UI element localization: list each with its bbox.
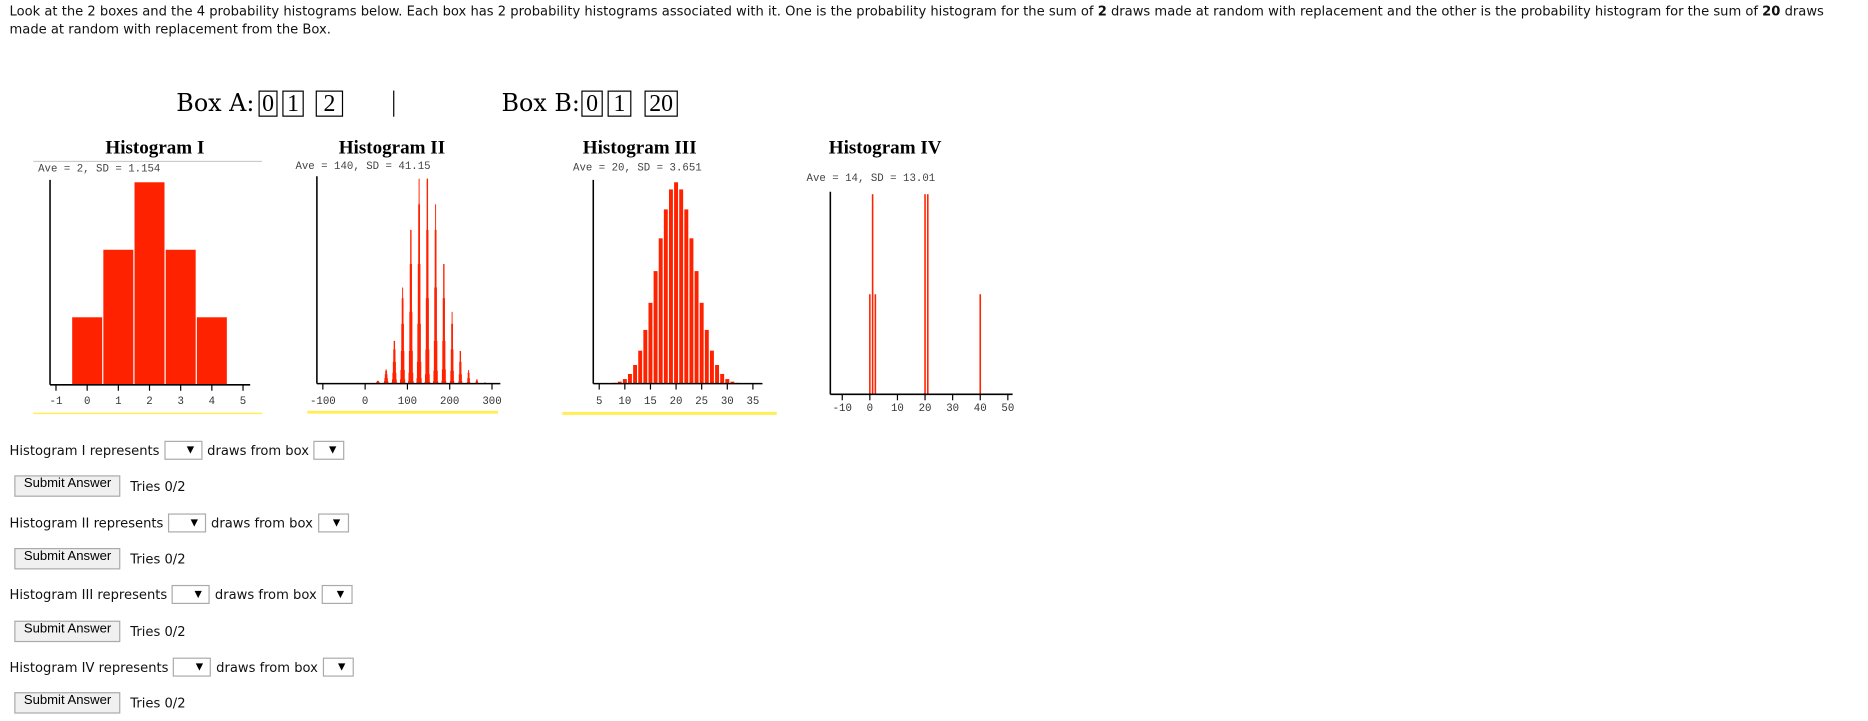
tries-counter: Tries 0/2 bbox=[130, 478, 185, 493]
x-tick-label: 25 bbox=[695, 396, 708, 408]
x-tick-label: 40 bbox=[974, 403, 987, 415]
histogram-bar bbox=[72, 317, 102, 385]
question-2-row: Histogram II represents ▼ draws from box… bbox=[10, 513, 354, 532]
box-select[interactable]: ▼ bbox=[323, 658, 354, 677]
box-select[interactable]: ▼ bbox=[318, 513, 349, 532]
dropdown-arrow-icon: ▼ bbox=[337, 589, 344, 600]
x-tick-label: 10 bbox=[618, 396, 631, 408]
histogram-bar bbox=[872, 194, 874, 394]
dropdown-arrow-icon: ▼ bbox=[329, 444, 336, 455]
histogram-bar bbox=[664, 209, 668, 383]
question-mid-label: draws from box bbox=[211, 515, 313, 530]
x-tick-label: 30 bbox=[946, 403, 959, 415]
histogram-bar bbox=[643, 330, 647, 384]
histogram-bar bbox=[166, 250, 196, 385]
question-3-row: Histogram III represents ▼ draws from bo… bbox=[10, 585, 358, 604]
dropdown-arrow-icon: ▼ bbox=[191, 517, 198, 528]
histogram-bar bbox=[674, 182, 678, 383]
histogram-bar bbox=[927, 194, 929, 394]
question-1-row: Histogram I represents ▼ draws from box … bbox=[10, 441, 350, 460]
draws-count-select[interactable]: ▼ bbox=[168, 513, 206, 532]
question-label: Histogram III represents bbox=[10, 587, 168, 602]
submit-row-2: Submit Answer Tries 0/2 bbox=[10, 548, 186, 569]
histogram-bar bbox=[705, 330, 709, 384]
dropdown-arrow-icon: ▼ bbox=[196, 661, 203, 672]
x-tick-label: -100 bbox=[310, 396, 336, 408]
x-tick-label: 20 bbox=[919, 403, 932, 415]
question-mid-label: draws from box bbox=[215, 587, 317, 602]
histogram-bar bbox=[103, 250, 133, 385]
x-tick-label: 0 bbox=[84, 396, 90, 408]
submit-row-4: Submit Answer Tries 0/2 bbox=[10, 692, 186, 713]
histogram-bar bbox=[869, 294, 871, 394]
submit-answer-button[interactable]: Submit Answer bbox=[14, 692, 120, 713]
submit-row-3: Submit Answer Tries 0/2 bbox=[10, 621, 186, 642]
x-tick-label: 100 bbox=[398, 396, 417, 408]
histogram-bar bbox=[979, 294, 981, 394]
x-tick-label: -1 bbox=[50, 396, 63, 408]
histogram-bar bbox=[700, 303, 704, 384]
histogram-bar bbox=[710, 351, 714, 384]
draws-count-select[interactable]: ▼ bbox=[172, 585, 210, 604]
x-tick-label: 300 bbox=[482, 396, 501, 408]
question-label: Histogram IV represents bbox=[10, 659, 169, 674]
histogram-bar bbox=[633, 365, 637, 384]
x-tick-label: 0 bbox=[867, 403, 873, 415]
x-tick-label: 0 bbox=[362, 396, 368, 408]
x-tick-label: 200 bbox=[440, 396, 459, 408]
x-tick-label: 4 bbox=[209, 396, 215, 408]
x-tick-label: 15 bbox=[644, 396, 657, 408]
question-label: Histogram II represents bbox=[10, 515, 164, 530]
x-tick-label: -10 bbox=[833, 403, 852, 415]
histogram-bar bbox=[659, 238, 663, 383]
question-label: Histogram I represents bbox=[10, 443, 160, 458]
x-tick-label: 50 bbox=[1001, 403, 1014, 415]
draws-count-select[interactable]: ▼ bbox=[164, 441, 202, 460]
x-tick-label: 30 bbox=[721, 396, 734, 408]
histogram-bar bbox=[628, 374, 632, 384]
histogram-bar bbox=[135, 182, 165, 385]
question-mid-label: draws from box bbox=[216, 659, 318, 674]
submit-row-1: Submit Answer Tries 0/2 bbox=[10, 475, 186, 496]
question-4-row: Histogram IV represents ▼ draws from box… bbox=[10, 658, 359, 677]
box-select[interactable]: ▼ bbox=[321, 585, 352, 604]
histogram-bar bbox=[679, 189, 683, 383]
histogram-bar bbox=[720, 374, 724, 384]
histogram-bar bbox=[654, 271, 658, 383]
x-tick-label: 5 bbox=[596, 396, 602, 408]
histogram-bar bbox=[875, 294, 877, 394]
question-mid-label: draws from box bbox=[207, 443, 309, 458]
x-tick-label: 10 bbox=[891, 403, 904, 415]
dropdown-arrow-icon: ▼ bbox=[187, 444, 194, 455]
histogram-bar bbox=[669, 189, 673, 383]
submit-answer-button[interactable]: Submit Answer bbox=[14, 548, 120, 569]
x-tick-label: 5 bbox=[240, 396, 246, 408]
draws-count-select[interactable]: ▼ bbox=[173, 658, 211, 677]
dropdown-arrow-icon: ▼ bbox=[338, 661, 345, 672]
x-tick-label: 35 bbox=[746, 396, 759, 408]
histogram-bar bbox=[715, 365, 719, 384]
tries-counter: Tries 0/2 bbox=[130, 624, 185, 639]
dropdown-arrow-icon: ▼ bbox=[194, 589, 201, 600]
tries-counter: Tries 0/2 bbox=[130, 695, 185, 710]
histogram-bar bbox=[924, 194, 926, 394]
histogram-bar bbox=[684, 209, 688, 383]
histogram-bar bbox=[197, 317, 227, 385]
submit-answer-button[interactable]: Submit Answer bbox=[14, 621, 120, 642]
x-tick-label: 20 bbox=[670, 396, 683, 408]
dropdown-arrow-icon: ▼ bbox=[333, 517, 340, 528]
x-tick-label: 2 bbox=[146, 396, 152, 408]
histogram-bar bbox=[648, 303, 652, 384]
tries-counter: Tries 0/2 bbox=[130, 551, 185, 566]
histogram-bar bbox=[638, 351, 642, 384]
submit-answer-button[interactable]: Submit Answer bbox=[14, 475, 120, 496]
x-tick-label: 1 bbox=[115, 396, 121, 408]
histogram-bar bbox=[695, 271, 699, 383]
histogram-bar bbox=[689, 238, 693, 383]
x-tick-label: 3 bbox=[177, 396, 183, 408]
box-select[interactable]: ▼ bbox=[314, 441, 345, 460]
